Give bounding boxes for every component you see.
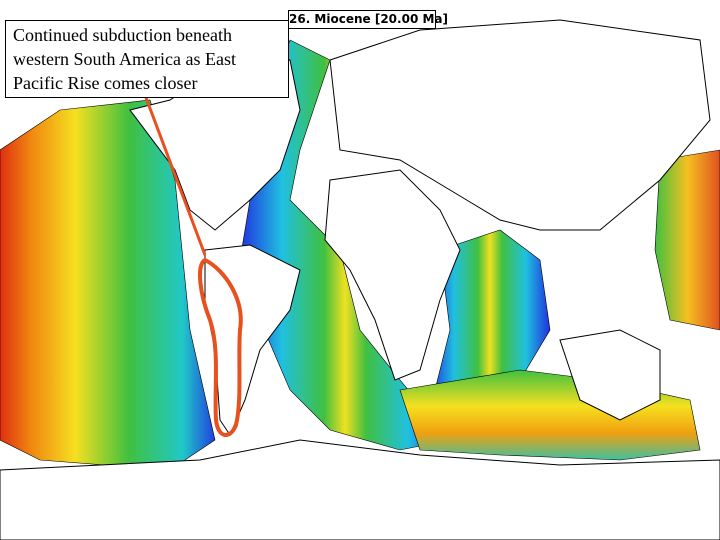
- map-label: 26. Miocene [20.00 Ma]: [288, 10, 448, 29]
- caption: Continued subduction beneath western Sou…: [5, 20, 289, 98]
- caption-line: western South America as East: [13, 49, 236, 69]
- antarctica: [0, 439, 720, 540]
- east-seafloor: [654, 149, 720, 331]
- australia: [559, 329, 661, 421]
- eurasia: [329, 19, 711, 231]
- subduction-outline: [198, 257, 243, 437]
- africa: [324, 169, 461, 381]
- pacific-seafloor: [0, 99, 216, 471]
- caption-line: Continued subduction beneath: [13, 25, 232, 45]
- caption-line: Pacific Rise comes closer: [13, 73, 198, 93]
- pointer-line: [143, 94, 207, 256]
